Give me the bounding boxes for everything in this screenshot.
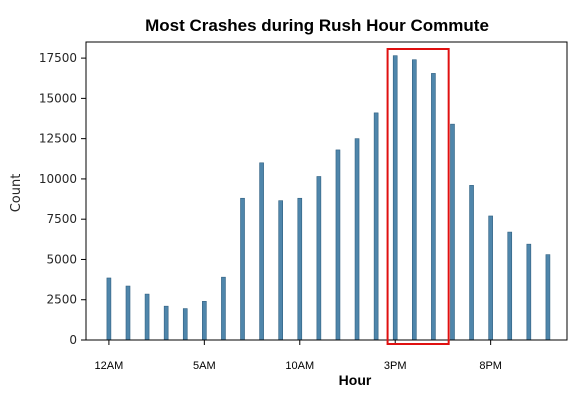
bar-hour-20 (488, 215, 493, 341)
bar-hour-19 (469, 185, 474, 341)
y-tick-label: 7500 (46, 212, 77, 226)
bar-hour-17 (431, 73, 436, 341)
bar-hour-22 (526, 243, 532, 341)
bar-hour-11 (316, 176, 322, 341)
rush-hour-highlight-box (386, 48, 450, 345)
bar-hour-23 (545, 254, 551, 341)
bar-hour-14 (373, 112, 379, 341)
bar-hour-13 (354, 138, 360, 341)
y-tick-label: 5000 (46, 252, 77, 266)
y-tick-label: 10000 (39, 172, 77, 186)
bar-hour-18 (450, 123, 455, 341)
x-axis-label: Hour (339, 372, 372, 388)
bar-hour-9 (278, 200, 283, 341)
y-tick-label: 17500 (39, 51, 77, 65)
bar-hour-2 (144, 293, 150, 341)
bar-hour-4 (182, 308, 188, 341)
y-tick-label: 2500 (46, 293, 77, 307)
bar-hour-15 (392, 55, 398, 341)
bar-hour-8 (259, 162, 264, 341)
bar-hour-10 (297, 197, 303, 341)
bar-hour-0 (106, 277, 112, 341)
bar-hour-3 (163, 305, 169, 341)
plot-frame (85, 41, 568, 341)
y-tick-label: 15000 (39, 91, 77, 105)
chart-title: Most Crashes during Rush Hour Commute (145, 16, 489, 35)
bar-hour-12 (335, 149, 341, 341)
bar-hour-16 (411, 59, 417, 341)
bar-hour-6 (221, 276, 226, 341)
y-tick-label: 12500 (39, 132, 77, 146)
bar-hour-1 (125, 285, 131, 341)
x-tick-label: 5AM (193, 360, 216, 372)
x-tick-label: 8PM (479, 360, 502, 372)
x-tick-label: 12AM (95, 360, 124, 372)
bar-hour-7 (240, 197, 245, 341)
x-tick-label: 10AM (285, 360, 314, 372)
bar-hour-21 (507, 231, 513, 341)
x-tick-label: 3PM (384, 360, 407, 372)
y-tick-label: 0 (69, 333, 77, 347)
plot-area: 0 2500 5000 7500 10000 12500 15000 17500 12AM 5AM… (39, 41, 568, 372)
y-axis-label: Count (9, 174, 24, 213)
bar-hour-5 (202, 301, 207, 341)
